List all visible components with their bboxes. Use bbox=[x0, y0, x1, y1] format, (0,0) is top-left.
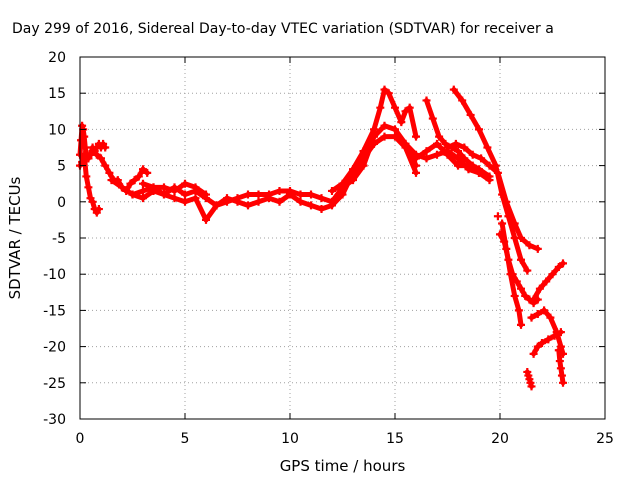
data-point-cluster bbox=[499, 221, 509, 252]
data-point-cluster bbox=[371, 123, 387, 140]
data-point-cluster bbox=[459, 97, 474, 118]
data-point-cluster bbox=[329, 192, 345, 208]
data-point bbox=[485, 172, 494, 181]
data-point bbox=[517, 320, 525, 329]
data-point-cluster bbox=[403, 145, 419, 176]
data-point bbox=[493, 212, 502, 221]
data-point-cluster bbox=[340, 166, 356, 187]
data-point-cluster bbox=[403, 141, 419, 158]
data-point-cluster bbox=[392, 126, 408, 147]
x-tick-label: 25 bbox=[596, 431, 614, 447]
data-point-cluster bbox=[493, 163, 505, 198]
data-point-cluster bbox=[407, 105, 419, 140]
data-point-cluster bbox=[193, 184, 209, 198]
data-point-cluster bbox=[203, 202, 219, 223]
data-point bbox=[94, 205, 103, 214]
data-series bbox=[76, 121, 110, 163]
y-tick-label: -15 bbox=[43, 303, 66, 319]
data-point-cluster bbox=[445, 152, 461, 169]
y-tick-label: 15 bbox=[48, 86, 66, 102]
data-point-cluster bbox=[476, 126, 490, 150]
y-tick-label: 5 bbox=[57, 159, 66, 175]
data-point bbox=[533, 244, 542, 253]
data-series bbox=[449, 85, 532, 275]
data-point bbox=[101, 143, 110, 152]
y-tick-label: -10 bbox=[43, 267, 66, 283]
data-series bbox=[328, 85, 420, 195]
data-series bbox=[139, 179, 210, 199]
data-point-cluster bbox=[392, 134, 408, 150]
data-point bbox=[556, 328, 565, 337]
data-point-cluster bbox=[329, 184, 345, 205]
data-point-cluster bbox=[484, 145, 499, 169]
plot-frame bbox=[79, 56, 606, 420]
data-series bbox=[84, 147, 152, 195]
data-point bbox=[559, 259, 567, 268]
data-series bbox=[523, 367, 536, 391]
x-tick-label: 5 bbox=[181, 431, 190, 447]
axis-ticks: 0 5 10 15 20 25 -30 -25 -20 -15 -10 -5 0 5 10 15 20 bbox=[43, 50, 614, 447]
data-series bbox=[493, 212, 502, 221]
y-tick-label: 0 bbox=[57, 195, 66, 211]
data-series bbox=[529, 259, 567, 304]
data-series bbox=[498, 219, 525, 329]
data-point-cluster bbox=[468, 112, 482, 132]
x-tick-label: 20 bbox=[491, 431, 509, 447]
data-point bbox=[412, 168, 420, 177]
data-series bbox=[529, 328, 565, 358]
data-point-cluster bbox=[340, 170, 356, 198]
data-point-cluster bbox=[503, 246, 513, 277]
chart-title: Day 299 of 2016, Sidereal Day-to-day VTE… bbox=[12, 21, 554, 37]
x-tick-label: 10 bbox=[281, 431, 299, 447]
data-series bbox=[554, 346, 567, 387]
y-tick-label: -20 bbox=[43, 340, 66, 356]
y-tick-label: 20 bbox=[48, 50, 66, 66]
y-axis-label: SDTVAR / TECUs bbox=[6, 176, 24, 299]
data-point-cluster bbox=[361, 141, 377, 161]
data-point bbox=[412, 132, 420, 141]
data-point-cluster bbox=[350, 148, 366, 172]
x-tick-label: 0 bbox=[76, 431, 85, 447]
data-point-cluster bbox=[434, 141, 450, 158]
grid-lines bbox=[80, 57, 605, 419]
y-tick-label: -5 bbox=[52, 231, 66, 247]
data-series bbox=[128, 132, 420, 224]
x-tick-label: 15 bbox=[386, 431, 404, 447]
data-point bbox=[143, 168, 152, 177]
data-points bbox=[76, 85, 567, 391]
data-series bbox=[422, 96, 494, 181]
data-point bbox=[202, 190, 210, 199]
data-point bbox=[527, 382, 536, 391]
data-point-cluster bbox=[350, 163, 366, 183]
y-tick-label: -30 bbox=[43, 412, 66, 428]
data-point-cluster bbox=[193, 195, 209, 223]
data-point-cluster bbox=[361, 126, 377, 154]
x-axis-label: GPS time / hours bbox=[280, 457, 406, 475]
data-point-cluster bbox=[476, 166, 492, 179]
y-tick-label: -25 bbox=[43, 376, 66, 392]
data-point bbox=[523, 266, 532, 275]
y-tick-label: 10 bbox=[48, 122, 66, 138]
data-point bbox=[559, 378, 567, 387]
